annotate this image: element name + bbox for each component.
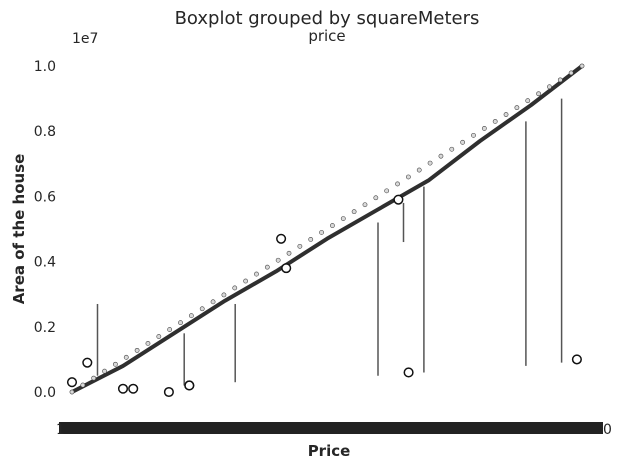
median-point bbox=[427, 160, 433, 166]
outlier-point bbox=[393, 194, 404, 205]
outlier-point bbox=[117, 383, 129, 394]
median-point bbox=[91, 375, 97, 381]
median-point bbox=[471, 132, 476, 138]
median-point bbox=[384, 188, 390, 194]
median-point bbox=[362, 202, 368, 208]
median-point bbox=[254, 271, 259, 277]
median-point bbox=[460, 139, 466, 145]
median-point bbox=[405, 174, 411, 180]
y-axis-label: Area of the house bbox=[10, 154, 28, 305]
median-point bbox=[243, 278, 249, 284]
outlier-point bbox=[403, 367, 414, 378]
median-point bbox=[340, 216, 346, 221]
y-axis-offset-label: 1e7 bbox=[72, 31, 98, 47]
median-point bbox=[503, 112, 509, 117]
outlier-point bbox=[571, 354, 582, 365]
median-point bbox=[449, 146, 455, 152]
outlier-point bbox=[281, 263, 292, 274]
median-point bbox=[199, 306, 205, 312]
outlier-point bbox=[276, 233, 287, 244]
median-band-line bbox=[70, 64, 584, 394]
y-tick-label: 0.2 bbox=[34, 320, 56, 336]
median-point bbox=[373, 195, 379, 201]
whisker-layer bbox=[96, 98, 563, 386]
median-point bbox=[286, 250, 292, 256]
y-tick-label: 0.4 bbox=[34, 255, 56, 271]
median-point bbox=[481, 126, 487, 131]
median-point bbox=[145, 341, 151, 346]
x-axis-label: Price bbox=[308, 442, 351, 460]
median-point bbox=[557, 77, 563, 83]
median-point bbox=[188, 313, 194, 319]
y-tick-label: 1.0 bbox=[34, 59, 56, 75]
outlier-point bbox=[128, 383, 139, 394]
median-point bbox=[167, 327, 173, 332]
median-point bbox=[438, 153, 444, 159]
median-point bbox=[275, 257, 281, 263]
y-tick-label: 0.0 bbox=[34, 385, 56, 401]
median-point bbox=[134, 347, 140, 353]
median-point bbox=[568, 70, 574, 76]
median-point bbox=[113, 361, 118, 367]
median-point bbox=[297, 243, 303, 249]
median-point bbox=[102, 368, 107, 374]
median-point bbox=[232, 285, 238, 291]
median-point bbox=[492, 119, 498, 124]
median-point bbox=[319, 230, 324, 235]
x-tick-label-start: 1 bbox=[56, 422, 65, 438]
median-point bbox=[123, 354, 129, 360]
median-point bbox=[547, 84, 552, 90]
median-point bbox=[69, 389, 75, 395]
y-ticks: 0.0 0.2 0.4 0.6 0.8 1.0 bbox=[34, 59, 56, 401]
median-point bbox=[395, 181, 400, 187]
y-tick-label: 0.8 bbox=[34, 124, 56, 140]
median-point bbox=[264, 264, 270, 270]
median-point bbox=[210, 299, 216, 305]
median-point bbox=[330, 223, 335, 228]
median-point bbox=[514, 105, 520, 111]
median-point bbox=[351, 209, 357, 215]
median-point bbox=[536, 91, 541, 97]
outlier-point bbox=[184, 380, 195, 391]
y-tick-label: 0.6 bbox=[34, 189, 56, 205]
outlier-point bbox=[82, 357, 93, 368]
median-point bbox=[308, 237, 314, 242]
median-point bbox=[178, 320, 183, 326]
outlier-point bbox=[163, 386, 174, 398]
x-tick-label-end: 0 bbox=[603, 422, 612, 438]
median-point bbox=[221, 292, 227, 298]
x-tick-label-band bbox=[59, 422, 603, 434]
median-point bbox=[80, 382, 86, 388]
outlier-layer bbox=[66, 194, 582, 398]
chart-suptitle: Boxplot grouped by squareMeters bbox=[175, 8, 480, 29]
median-point bbox=[579, 63, 585, 69]
median-point bbox=[525, 98, 531, 104]
trend-layer bbox=[69, 63, 585, 395]
median-point bbox=[416, 167, 422, 173]
chart-subtitle: price bbox=[308, 27, 345, 45]
outlier-point bbox=[66, 377, 78, 388]
median-point bbox=[156, 334, 162, 339]
